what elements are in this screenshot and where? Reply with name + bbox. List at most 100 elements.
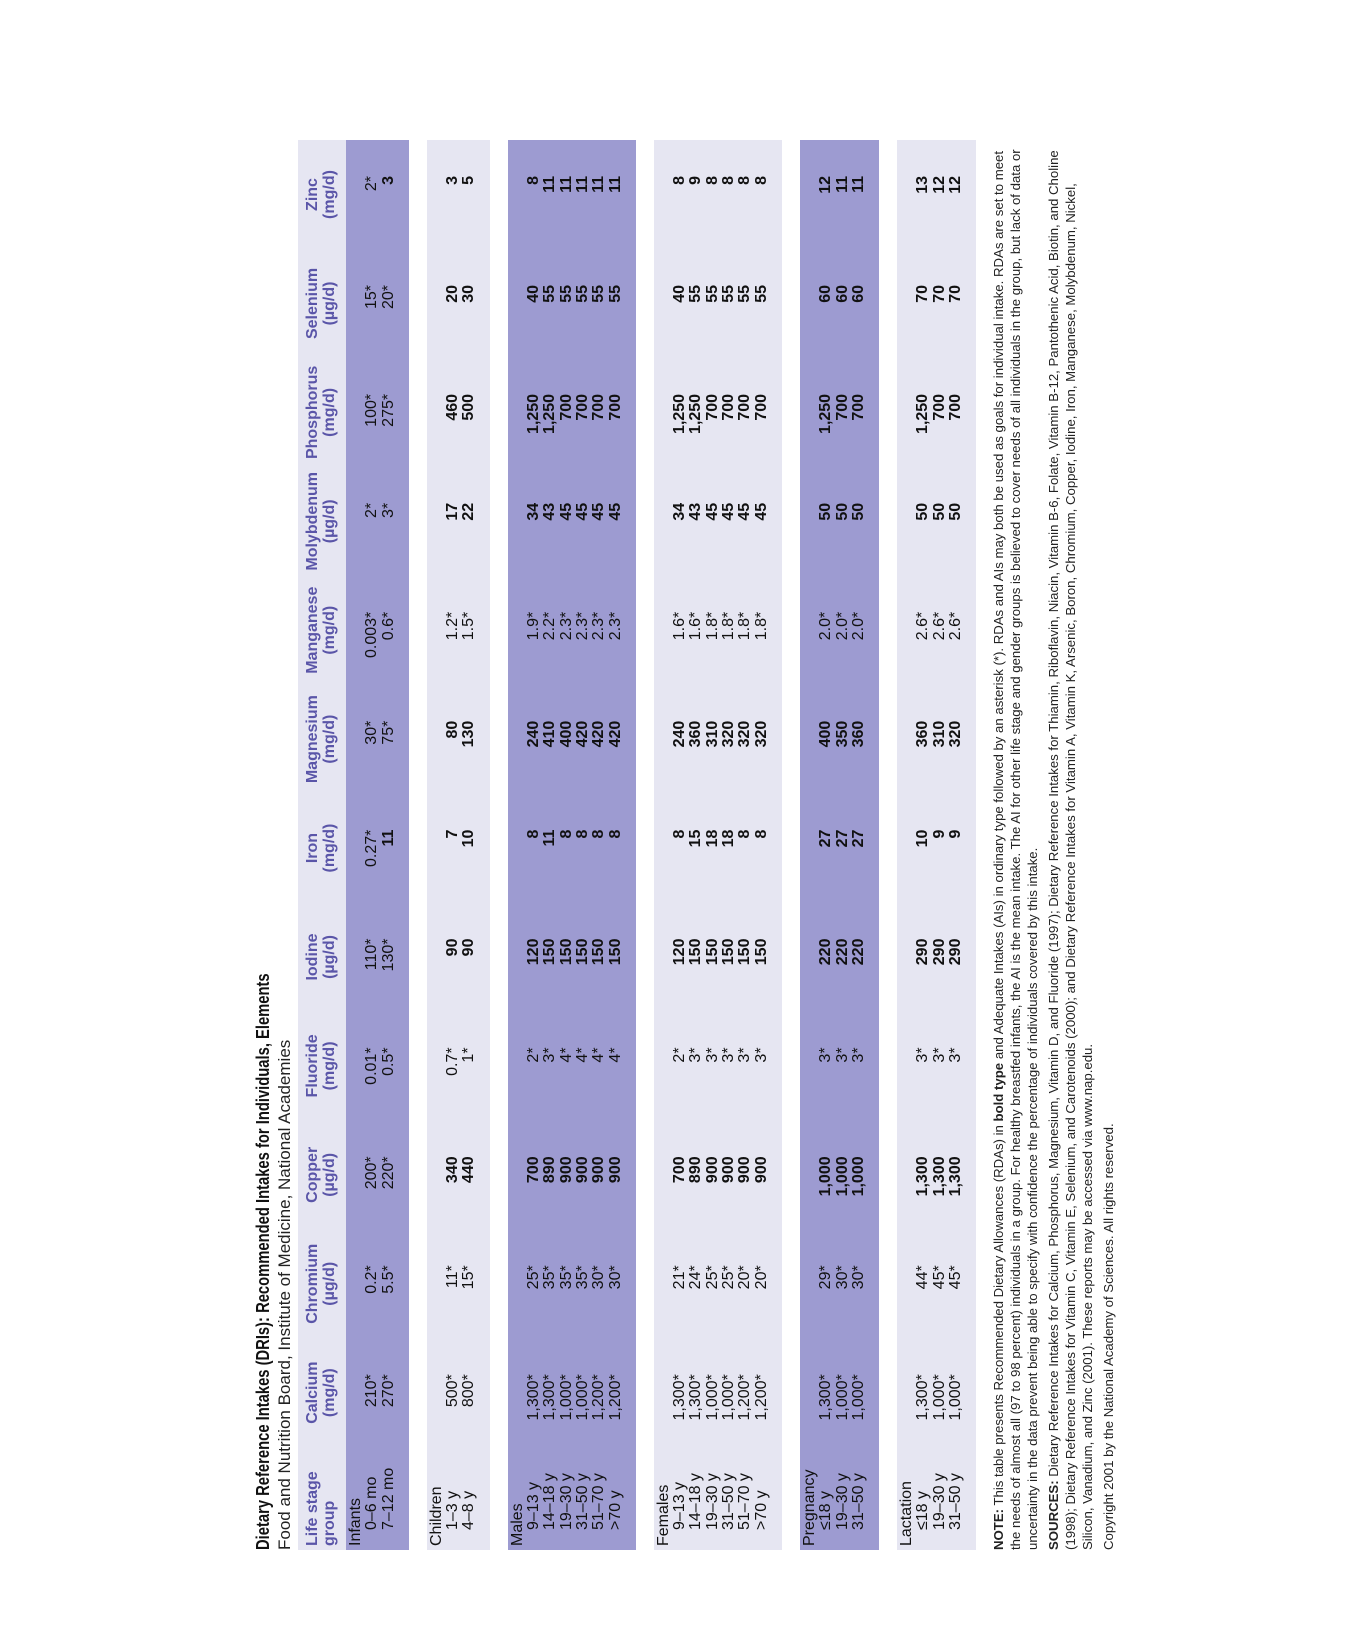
calcium-value: 1,000* — [720, 1374, 738, 1421]
header-fluoride-name: Fluoride — [304, 1034, 321, 1098]
iodine-value: 90 — [444, 938, 462, 957]
phosphorus-value: 700 — [736, 393, 754, 421]
zinc-value: 2* — [363, 176, 381, 192]
copper-value: 900 — [720, 1156, 738, 1184]
molybdenum-value: 45 — [590, 502, 608, 521]
fluoride-value: 2* — [671, 1047, 689, 1063]
copper-cell: 340 440 — [426, 1120, 490, 1230]
note-bold-text: bold type — [991, 1062, 1007, 1122]
group-spacer — [635, 140, 654, 1550]
group-header-spacer — [348, 1265, 364, 1338]
dri-elements-table: Life stage group Calcium (mg/d) Chromium(… — [298, 140, 977, 1550]
selenium-value: 40 — [525, 284, 543, 303]
chromium-value: 25* — [720, 1265, 738, 1290]
calcium-value: 1,200* — [752, 1374, 770, 1421]
copper-value: 890 — [541, 1156, 559, 1184]
fluoride-value: 0.7* — [444, 1047, 462, 1076]
molybdenum-value: 45 — [752, 502, 770, 521]
magnesium-cell: 30* 75* — [346, 684, 409, 794]
zinc-value: 11 — [833, 176, 851, 193]
copper-value: 340 — [444, 1156, 462, 1184]
zinc-value: 11 — [849, 176, 867, 193]
magnesium-value: 320 — [736, 720, 754, 748]
selenium-value: 70 — [947, 284, 965, 303]
selenium-cell: 15* 20* — [346, 248, 409, 358]
group-header-spacer — [802, 1265, 818, 1338]
chromium-cell: 0.2* 5.5* — [346, 1229, 409, 1339]
copper-value: 1,300 — [914, 1156, 932, 1197]
calcium-cell: 1,300* 1,000* 1,000* — [799, 1338, 880, 1448]
manganese-cell: 2.6* 2.6* 2.6* — [897, 575, 977, 685]
header-calcium: Calcium (mg/d) — [298, 1338, 346, 1448]
group-name: Infants — [347, 1497, 364, 1546]
manganese-value: 1.5* — [460, 611, 478, 641]
header-copper: Copper (µg/d) — [298, 1120, 346, 1230]
magnesium-cell: 240 410 400 420 420 420 — [507, 684, 636, 794]
life-stage-label: 31–50 y — [947, 1473, 965, 1530]
copper-value: 440 — [460, 1156, 478, 1184]
phosphorus-cell: 1,250 700 700 — [799, 357, 880, 467]
calcium-value: 1,000* — [849, 1374, 867, 1421]
zinc-value: 3 — [444, 176, 462, 185]
copper-value: 1,000 — [833, 1156, 851, 1197]
header-phosphorus-unit: (mg/d) — [321, 387, 338, 437]
group-spacer-cell — [489, 140, 508, 1550]
group-header-spacer — [656, 939, 672, 1012]
phosphorus-value: 700 — [557, 393, 575, 421]
table-notes: NOTE: This table presents Recommended Di… — [990, 140, 1117, 1550]
header-life-stage: Life stage group — [298, 1447, 346, 1550]
header-phosphorus-name: Phosphorus — [304, 365, 321, 460]
zinc-value: 8 — [525, 176, 543, 185]
zinc-value: 11 — [573, 176, 591, 193]
iron-cell: 8 11 8 8 8 8 — [507, 793, 636, 903]
selenium-value: 15* — [363, 284, 381, 310]
zinc-value: 5 — [460, 176, 478, 185]
calcium-value: 1,200* — [736, 1374, 754, 1421]
iron-value: 15 — [687, 829, 705, 848]
group-header-spacer — [429, 721, 445, 794]
selenium-value: 30 — [460, 284, 478, 303]
magnesium-value: 320 — [752, 720, 770, 748]
phosphorus-value: 100* — [363, 393, 381, 427]
group-header-spacer — [656, 285, 672, 358]
group-header-spacer — [802, 1374, 818, 1447]
phosphorus-value: 700 — [833, 393, 851, 421]
molybdenum-value: 34 — [525, 502, 543, 521]
iron-value: 27 — [817, 829, 835, 848]
zinc-value: 11 — [590, 176, 608, 193]
group-spacer-cell — [635, 140, 654, 1550]
group-header-spacer — [802, 939, 818, 1012]
selenium-value: 55 — [752, 284, 770, 303]
group-row-males: Males 9–13 y 14–18 y 19–30 y 31–50 y 51–70 y >… — [507, 140, 636, 1550]
iodine-value: 150 — [720, 938, 738, 966]
group-header-spacer — [802, 503, 818, 576]
group-header-spacer — [510, 830, 526, 903]
group-row-lactation: Lactation ≤18 y 19–30 y 31–50 y 1,300* 1,000*… — [897, 140, 977, 1550]
chromium-value: 24* — [687, 1265, 705, 1290]
chromium-value: 11* — [444, 1265, 462, 1289]
group-row-females: Females 9–13 y 14–18 y 19–30 y 31–50 y 51–70 … — [653, 140, 782, 1550]
molybdenum-value: 22 — [460, 502, 478, 521]
header-iron: Iron (mg/d) — [298, 793, 346, 903]
life-stage-label: 0–6 mo — [363, 1476, 381, 1530]
header-chromium-unit: (µg/d) — [321, 1261, 338, 1306]
group-header-spacer — [429, 285, 445, 358]
iodine-value: 110* — [363, 938, 381, 971]
group-header-spacer — [510, 939, 526, 1012]
iodine-value: 220 — [849, 938, 867, 966]
molybdenum-cell: 17 22 — [426, 466, 490, 576]
iodine-value: 150 — [590, 938, 608, 966]
header-selenium: Selenium (µg/d) — [298, 248, 346, 358]
sources-label: SOURCES: — [1046, 1480, 1062, 1550]
zinc-cell: 2* 3 — [346, 140, 409, 249]
iodine-cell: 120 150 150 150 150 150 — [507, 902, 636, 1012]
molybdenum-value: 50 — [817, 502, 835, 521]
zinc-cell: 12 11 11 — [799, 140, 880, 249]
fluoride-value: 3* — [930, 1047, 948, 1063]
manganese-value: 2.3* — [606, 611, 624, 641]
molybdenum-value: 50 — [849, 502, 867, 521]
manganese-value: 2.3* — [590, 611, 608, 641]
copper-cell: 200* 220* — [346, 1120, 409, 1230]
calcium-value: 500* — [444, 1374, 462, 1408]
selenium-value: 55 — [606, 284, 624, 303]
